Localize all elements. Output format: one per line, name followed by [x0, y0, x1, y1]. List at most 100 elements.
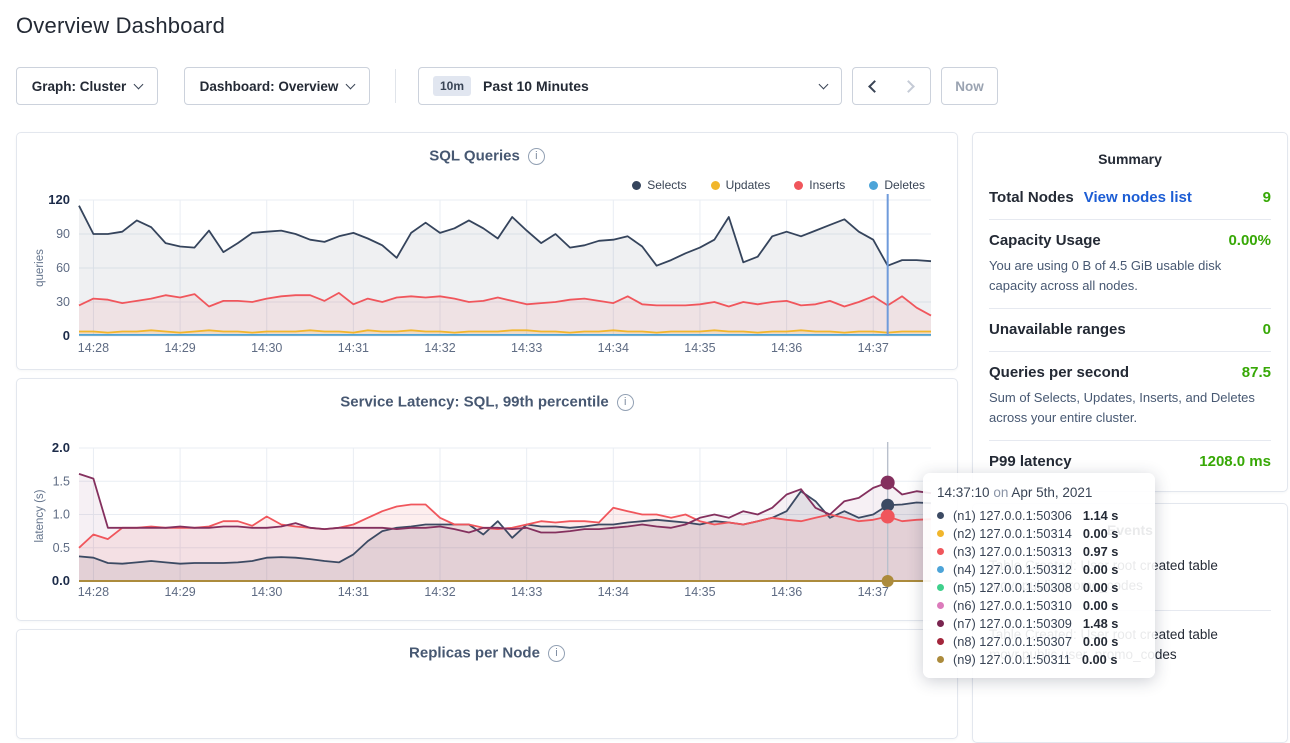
hover-point-dot [880, 475, 895, 490]
x-tick-label: 14:37 [858, 585, 889, 599]
legend-label: Deletes [884, 178, 925, 192]
total-nodes-value: 9 [1262, 189, 1271, 206]
chevron-left-icon [867, 79, 881, 93]
summary-panel: Summary Total Nodes View nodes list 9 Ca… [972, 132, 1288, 492]
tooltip-node-label: (n3) 127.0.0.1:50313 [953, 543, 1072, 559]
hover-point-dot [881, 498, 895, 512]
x-tick-label: 14:32 [424, 341, 455, 355]
hover-point-dot [880, 509, 895, 524]
chart-svg: 0.0 0.5 1.0 1.5 2.0 14:28 14:29 14:30 14:31 14:32… [52, 440, 932, 599]
x-tick-label: 14:31 [338, 585, 369, 599]
x-tick-label: 14:32 [424, 585, 455, 599]
tooltip-on-word: on [993, 485, 1009, 500]
sql-queries-panel: SQL Queries i Selects Updates Inserts Delete… [16, 132, 958, 370]
y-tick-label: 120 [48, 192, 70, 207]
hover-tooltip-rows: (n1) 127.0.0.1:50306 1.14 s (n2) 127.0.0.1… [937, 506, 1141, 668]
x-tick-label: 14:28 [78, 585, 109, 599]
node-color-dot-icon [937, 511, 944, 519]
replicas-per-node-title-text: Replicas per Node [409, 644, 540, 662]
queries-per-second-subtext: Sum of Selects, Updates, Inserts, and De… [989, 390, 1255, 425]
x-tick-label: 14:36 [771, 585, 802, 599]
tooltip-node-label: (n9) 127.0.0.1:50311 [953, 651, 1071, 667]
y-tick-label: 90 [56, 227, 70, 241]
y-tick-label: 0 [63, 328, 70, 343]
tooltip-node-label: (n5) 127.0.0.1:50308 [953, 579, 1072, 595]
tooltip-row: (n4) 127.0.0.1:50312 0.00 s [937, 560, 1141, 578]
replicas-per-node-panel: Replicas per Node i [16, 629, 958, 739]
tooltip-node-value: 1.14 s [1082, 507, 1119, 523]
service-latency-title: Service Latency: SQL, 99th percentile i [17, 393, 957, 411]
x-tick-label: 14:37 [858, 341, 889, 355]
capacity-usage-label: Capacity Usage [989, 232, 1101, 249]
node-color-dot-icon [937, 583, 944, 591]
unavailable-ranges-value: 0 [1262, 321, 1271, 338]
chevron-down-icon [345, 79, 356, 90]
unavailable-ranges-label: Unavailable ranges [989, 321, 1126, 338]
queries-per-second-label: Queries per second [989, 364, 1130, 381]
dashboard-selector-label: Dashboard: Overview [199, 78, 339, 94]
tooltip-row: (n2) 127.0.0.1:50314 0.00 s [937, 524, 1141, 542]
y-tick-label: 2.0 [52, 440, 70, 455]
view-nodes-list-link[interactable]: View nodes list [1083, 189, 1192, 206]
tooltip-node-value: 0.00 s [1082, 561, 1119, 577]
x-tick-label: 14:30 [251, 341, 282, 355]
legend-label: Updates [725, 178, 771, 192]
summary-queries-per-second: Queries per second 87.5 Sum of Selects, … [989, 351, 1271, 440]
node-color-dot-icon [937, 601, 944, 609]
tooltip-node-label: (n8) 127.0.0.1:50307 [953, 633, 1072, 649]
info-icon[interactable]: i [616, 393, 634, 411]
graph-selector-label: Graph: Cluster [31, 78, 127, 94]
sql-queries-chart[interactable]: 0 30 60 90 120 14:28 14:29 14:30 14:31 14:32 14:33… [17, 188, 959, 373]
tooltip-row: (n5) 127.0.0.1:50308 0.00 s [937, 578, 1141, 596]
y-tick-label: 60 [56, 261, 70, 275]
tooltip-node-label: (n2) 127.0.0.1:50314 [953, 525, 1072, 541]
info-icon[interactable]: i [527, 147, 545, 165]
graph-selector-dropdown[interactable]: Graph: Cluster [16, 67, 158, 105]
x-tick-label: 14:34 [598, 341, 629, 355]
x-tick-label: 14:34 [598, 585, 629, 599]
tooltip-node-value: 0.00 s [1082, 525, 1119, 541]
node-color-dot-icon [937, 565, 944, 573]
capacity-usage-subtext: You are using 0 B of 4.5 GiB usable disk… [989, 258, 1222, 293]
legend-item-inserts: Inserts [794, 178, 845, 192]
p99-latency-value: 1208.0 ms [1199, 453, 1271, 470]
time-range-dropdown[interactable]: 10m Past 10 Minutes [418, 67, 842, 105]
legend-dot-icon [794, 180, 804, 190]
x-tick-label: 14:30 [251, 585, 282, 599]
y-tick-label: 30 [56, 295, 70, 309]
node-color-dot-icon [937, 529, 944, 537]
tooltip-time: 14:37:10 [937, 485, 990, 500]
previous-time-window-button[interactable] [852, 67, 892, 105]
summary-p99-latency: P99 latency 1208.0 ms [989, 440, 1271, 483]
tooltip-row: (n9) 127.0.0.1:50311 0.00 s [937, 650, 1141, 668]
chevron-right-icon [902, 79, 915, 93]
tooltip-row: (n8) 127.0.0.1:50307 0.00 s [937, 632, 1141, 650]
p99-latency-label: P99 latency [989, 453, 1072, 470]
chevron-down-icon [818, 79, 829, 90]
node-color-dot-icon [937, 547, 944, 555]
sql-queries-title: SQL Queries i [17, 147, 957, 165]
legend-item-deletes: Deletes [869, 178, 925, 192]
legend-dot-icon [632, 180, 642, 190]
tooltip-node-label: (n6) 127.0.0.1:50310 [953, 597, 1072, 613]
summary-title: Summary [1098, 151, 1162, 167]
tooltip-row: (n3) 127.0.0.1:50313 0.97 s [937, 542, 1141, 560]
next-time-window-button[interactable] [891, 67, 931, 105]
tooltip-row: (n7) 127.0.0.1:50309 1.48 s [937, 614, 1141, 632]
now-button[interactable]: Now [941, 67, 998, 105]
service-latency-chart[interactable]: 0.0 0.5 1.0 1.5 2.0 14:28 14:29 14:30 14:31 14:32… [17, 436, 959, 611]
dashboard-selector-dropdown[interactable]: Dashboard: Overview [184, 67, 370, 105]
time-range-label: Past 10 Minutes [483, 78, 589, 94]
tooltip-node-value: 0.00 s [1082, 597, 1119, 613]
x-tick-label: 14:33 [511, 585, 542, 599]
x-tick-label: 14:36 [771, 341, 802, 355]
chevron-down-icon [133, 79, 144, 90]
y-tick-label: 1.0 [53, 508, 70, 522]
node-color-dot-icon [937, 655, 944, 663]
summary-total-nodes: Total Nodes View nodes list 9 [989, 177, 1271, 219]
tooltip-node-label: (n4) 127.0.0.1:50312 [953, 561, 1072, 577]
x-tick-label: 14:35 [684, 341, 715, 355]
tooltip-node-value: 0.00 s [1082, 579, 1119, 595]
info-icon[interactable]: i [547, 644, 565, 662]
tooltip-node-value: 0.00 s [1081, 651, 1118, 667]
